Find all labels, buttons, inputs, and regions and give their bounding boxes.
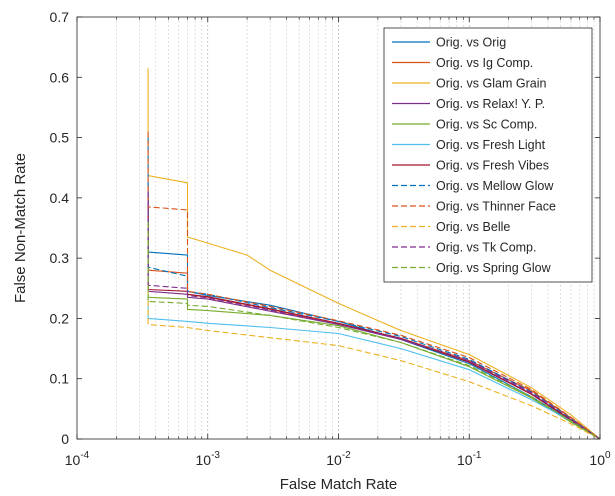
series-line-11 [147, 191, 601, 440]
y-axis-label: False Non-Match Rate [12, 153, 29, 303]
legend-entry: Orig. vs Relax! Y. P. [436, 97, 545, 111]
series-line-7 [147, 197, 601, 440]
y-tick-label: 0.2 [50, 310, 70, 326]
series-line-2 [147, 185, 601, 440]
series-layer [147, 68, 601, 440]
series-line-10 [147, 282, 601, 440]
x-axis-label: False Match Rate [280, 476, 398, 493]
y-tick-label: 0.7 [50, 9, 70, 25]
y-tick-labels: 0 0.1 0.2 0.3 0.4 0.5 0.6 0.7 [50, 9, 70, 447]
y-tick-label: 0.5 [50, 130, 70, 146]
y-tick-label: 0 [61, 431, 69, 447]
series-line-5 [147, 240, 601, 440]
legend-entry: Orig. vs Ig Comp. [436, 56, 533, 70]
legend-entry: Orig. vs Belle [436, 220, 510, 234]
x-tick-label: 100 [589, 450, 611, 468]
y-tick-label: 0.4 [50, 190, 70, 206]
x-tick-label: 10-3 [196, 450, 221, 468]
legend-entry: Orig. vs Fresh Light [436, 138, 546, 152]
series-line-6 [147, 258, 601, 440]
legend-entry: Orig. vs Orig [436, 36, 506, 50]
legend-entry: Orig. vs Fresh Vibes [436, 159, 549, 173]
x-tick-labels: 10-4 10-3 10-2 10-1 100 [65, 450, 611, 468]
series-line-12 [147, 222, 601, 440]
legend-entry: Orig. vs Mellow Glow [436, 179, 554, 193]
tick-marks [76, 16, 601, 440]
legend-box [383, 27, 593, 283]
legend-entry: Orig. vs Glam Grain [436, 77, 546, 91]
y-tick-label: 0.6 [50, 69, 70, 85]
x-tick-label: 10-1 [457, 450, 482, 468]
legend: Orig. vs Orig Orig. vs Ig Comp. Orig. vs G… [383, 27, 593, 283]
legend-entry: Orig. vs Tk Comp. [436, 241, 536, 255]
series-line-9 [147, 131, 601, 440]
legend-entry: Orig. vs Sc Comp. [436, 118, 537, 132]
y-tick-label: 0.3 [50, 250, 70, 266]
legend-entry: Orig. vs Thinner Face [436, 200, 556, 214]
legend-entry: Orig. vs Spring Glow [436, 261, 552, 275]
y-tick-label: 0.1 [50, 371, 70, 387]
x-tick-label: 10-4 [65, 450, 90, 468]
x-tick-label: 10-2 [326, 450, 351, 468]
series-line-3 [147, 68, 601, 440]
